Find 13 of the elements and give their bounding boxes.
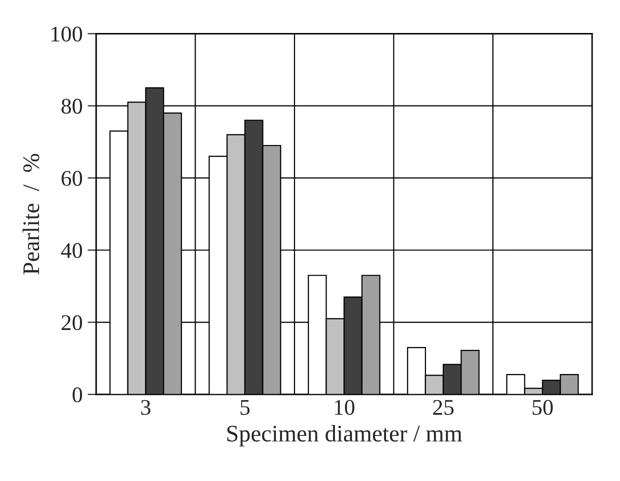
y-tick-label: 80 <box>62 98 82 114</box>
y-tick-label: 0 <box>72 387 82 402</box>
x-tick-label: 3 <box>141 400 150 415</box>
y-tick-label: 100 <box>52 26 82 42</box>
y-tick-label: 40 <box>61 243 82 258</box>
x-tick-label: 10 <box>334 400 354 415</box>
y-tick-label: 60 <box>62 170 82 186</box>
y-axis-title: Pearlite / % <box>22 154 40 274</box>
x-axis-title: Specimen diameter / mm <box>227 424 462 446</box>
x-tick-label: 50 <box>532 400 553 415</box>
x-tick-label: 5 <box>240 400 250 415</box>
y-tick-label: 20 <box>62 315 82 330</box>
x-tick-label: 25 <box>433 400 454 415</box>
